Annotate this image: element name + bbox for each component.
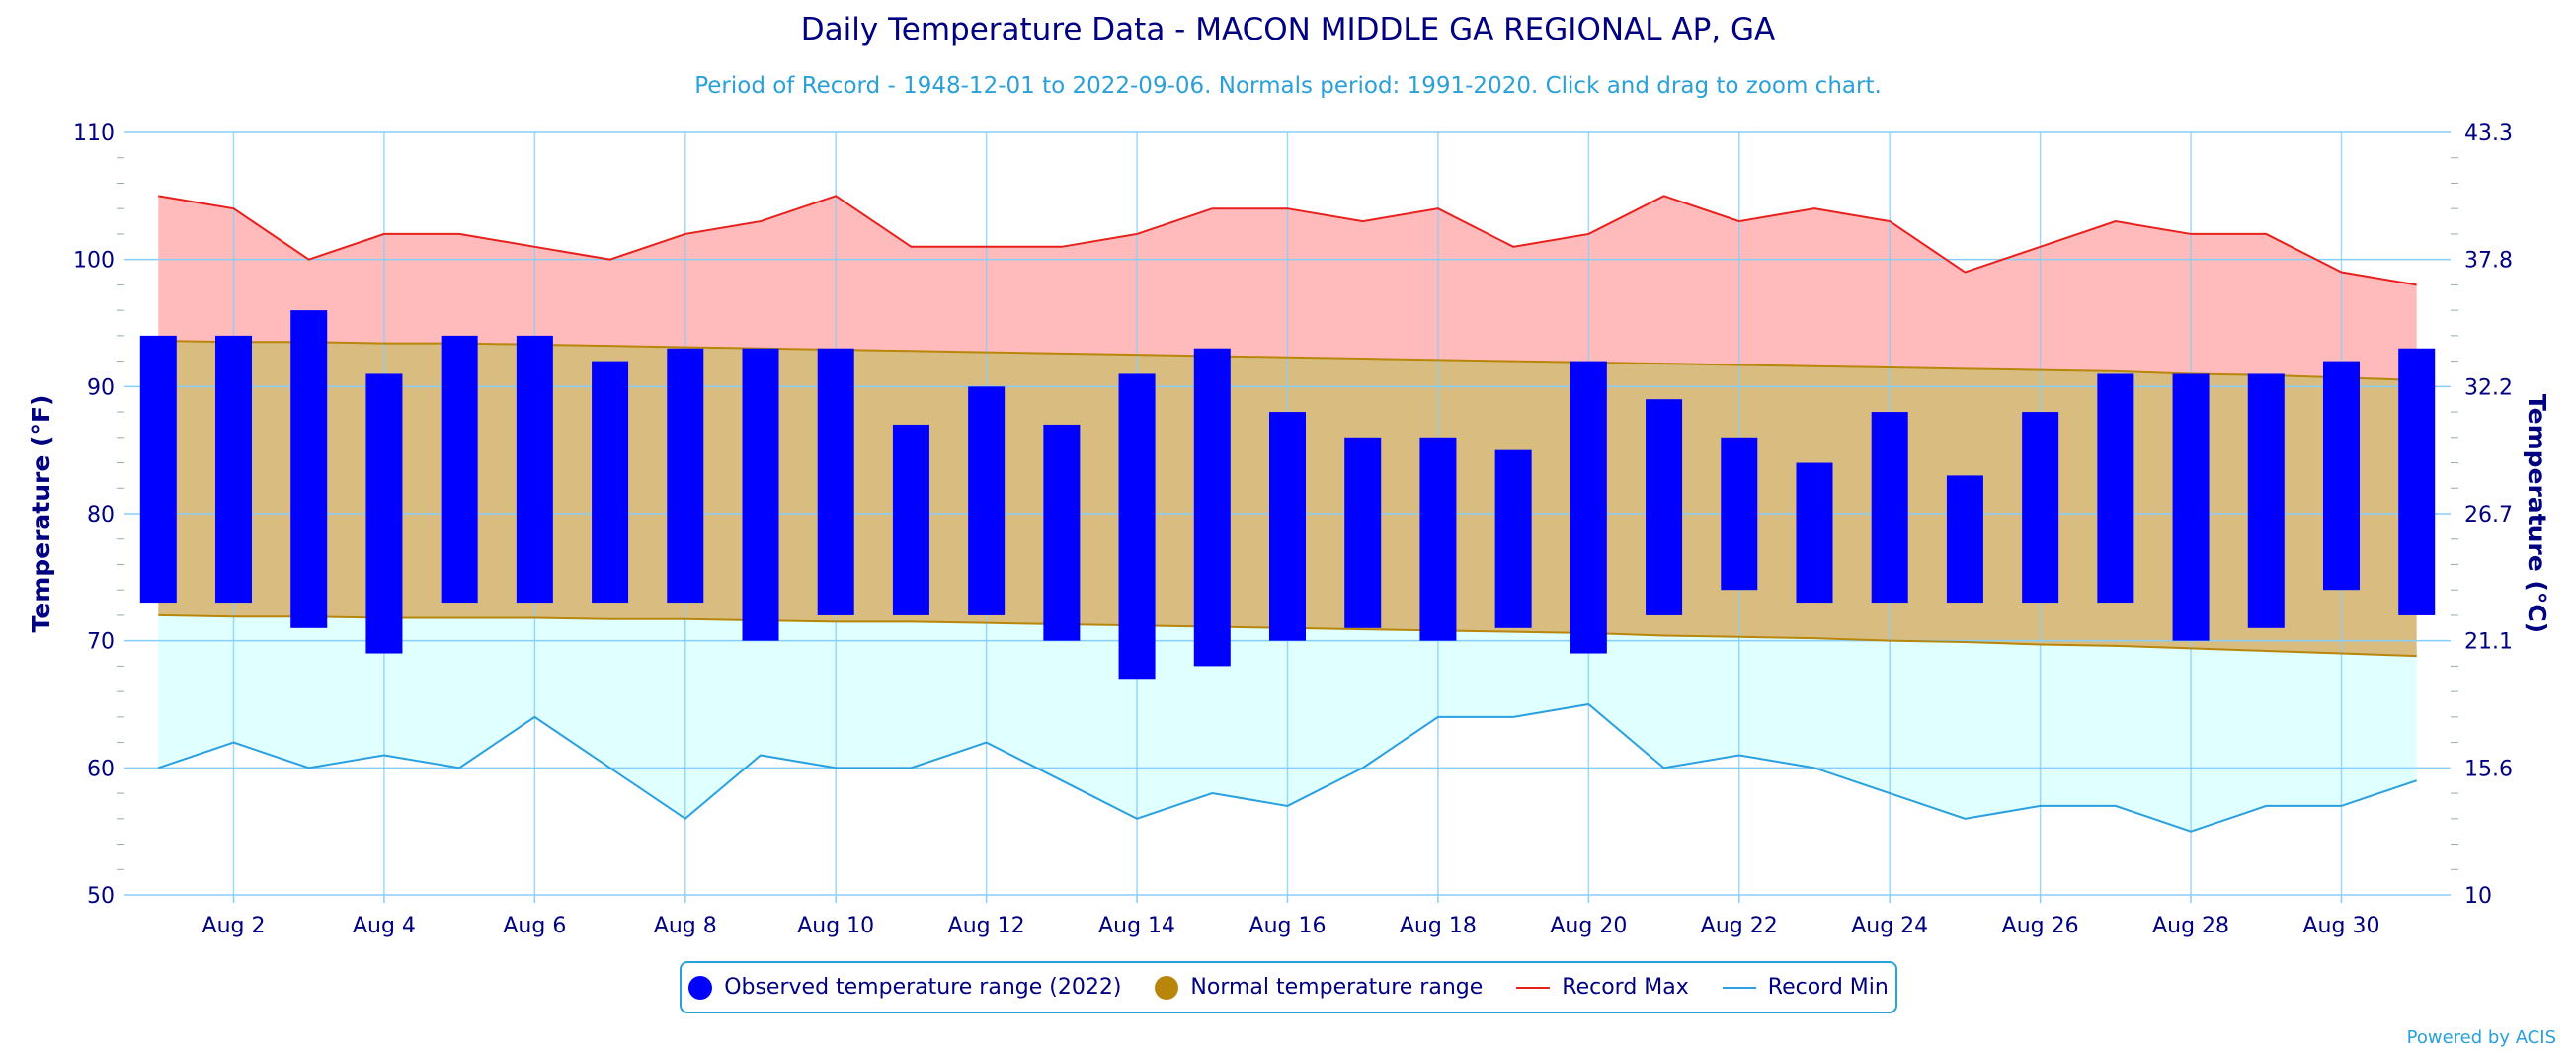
blue-circle-icon [688,975,713,1000]
x-tick-label: Aug 22 [1701,914,1778,938]
observed-bar[interactable] [817,348,854,615]
observed-bar[interactable] [215,335,253,604]
y-tick-label: 110 [73,122,115,146]
observed-bar[interactable] [1269,412,1306,641]
observed-bar[interactable] [1721,437,1758,591]
y-right-tick-label: 37.8 [2464,249,2513,274]
observed-bar[interactable] [1871,412,1908,604]
x-tick-label: Aug 16 [1249,914,1327,938]
y-right-tick-label: 10 [2464,884,2492,909]
y-tick-label: 70 [87,630,115,655]
y-tick-label: 50 [87,884,115,909]
legend-label-record-max: Record Max [1562,975,1689,1000]
observed-bar[interactable] [1494,449,1532,628]
observed-bar[interactable] [290,310,328,628]
x-tick-label: Aug 24 [1851,914,1928,938]
observed-bar[interactable] [2322,361,2360,591]
x-tick-label: Aug 30 [2303,914,2380,938]
y-axis-label: Temperature (°F) [27,395,55,633]
observed-bar[interactable] [1946,475,1983,604]
x-tick-label: Aug 6 [503,914,566,938]
x-tick-label: Aug 4 [353,914,416,938]
observed-bar[interactable] [365,373,403,654]
y-right-tick-label: 32.2 [2464,375,2513,400]
legend-label-observed: Observed temperature range (2022) [724,975,1122,1000]
record-max-line [158,195,2417,286]
observed-bar[interactable] [2247,373,2285,628]
y-tick-label: 80 [87,503,115,527]
observed-bar[interactable] [441,335,478,604]
x-tick-label: Aug 26 [2002,914,2079,938]
observed-bar[interactable] [1193,348,1231,667]
powered-by-credit[interactable]: Powered by ACIS [2406,1027,2556,1048]
legend-item-record-min[interactable]: Record Min [1722,975,1889,1000]
x-tick-label: Aug 8 [654,914,717,938]
y-tick-label: 100 [73,249,115,274]
chart-legend: Observed temperature range (2022) Normal… [680,961,1897,1013]
x-tick-label: Aug 28 [2152,914,2229,938]
y-right-tick-label: 15.6 [2464,757,2513,781]
y-right-tick-label: 26.7 [2464,503,2513,527]
observed-bar[interactable] [1646,399,1683,615]
observed-bar[interactable] [2172,373,2210,641]
observed-bar[interactable] [516,335,553,604]
x-tick-label: Aug 18 [1400,914,1477,938]
observed-bar[interactable] [1118,373,1156,680]
chart-title: Daily Temperature Data - MACON MIDDLE GA… [800,12,1776,47]
observed-bar[interactable] [1419,437,1457,641]
y-tick-label: 60 [87,757,115,781]
x-tick-label: Aug 14 [1098,914,1175,938]
observed-bar[interactable] [1796,462,1833,604]
x-tick-label: Aug 2 [202,914,266,938]
y-right-axis-label: Temperature (°C) [2523,394,2551,633]
x-tick-label: Aug 10 [797,914,874,938]
legend-label-record-min: Record Min [1767,975,1889,1000]
legend-item-record-max[interactable]: Record Max [1516,975,1689,1000]
record-min-line [157,702,2418,833]
observed-bar[interactable] [139,335,177,604]
observed-bar[interactable] [1043,424,1081,641]
observed-bar[interactable] [968,386,1006,615]
observed-bar[interactable] [1344,437,1382,628]
legend-item-observed[interactable]: Observed temperature range (2022) [688,975,1121,1000]
axes-layer: 50 60 70 80 90 100 110 10 15.6 21.1 26.7 32.2 37.8 43… [27,122,2551,938]
observed-bar[interactable] [667,348,704,604]
bars-layer [139,310,2436,680]
x-tick-label: Aug 20 [1550,914,1627,938]
y-right-tick-label: 43.3 [2464,122,2513,146]
legend-label-normal: Normal temperature range [1190,975,1484,1000]
y-tick-label: 90 [87,375,115,400]
chart-subtitle: Period of Record - 1948-12-01 to 2022-09… [694,73,1882,99]
observed-bar[interactable] [2097,373,2134,604]
red-line-icon [1516,986,1551,989]
y-right-tick-label: 21.1 [2464,630,2513,655]
observed-bar[interactable] [742,348,779,641]
blue-line-icon [1722,986,1756,989]
observed-bar[interactable] [2398,348,2436,615]
x-tick-label: Aug 12 [948,914,1025,938]
gold-circle-icon [1155,975,1179,1000]
legend-item-normal[interactable]: Normal temperature range [1155,975,1483,1000]
observed-bar[interactable] [592,361,629,604]
observed-bar[interactable] [892,424,929,615]
observed-bar[interactable] [1570,361,1607,654]
observed-bar[interactable] [2022,412,2059,604]
